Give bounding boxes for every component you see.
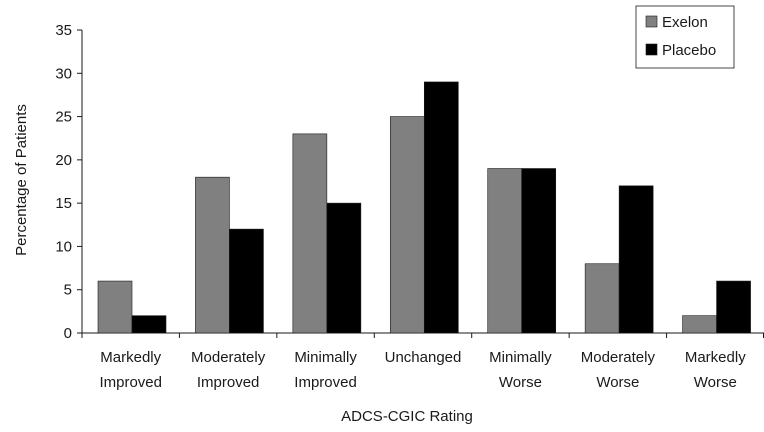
y-tick-label: 10 — [55, 238, 72, 255]
x-category-label: Minimally — [294, 349, 357, 366]
bar-placebo — [229, 228, 264, 334]
legend-swatch-placebo — [645, 43, 658, 56]
y-tick-label: 35 — [55, 22, 72, 39]
x-category-label: Moderately — [191, 349, 266, 366]
bar-exelon — [97, 280, 133, 334]
bar-placebo — [716, 280, 751, 334]
y-tick-label: 5 — [64, 282, 72, 299]
x-category-label: Markedly — [100, 349, 161, 366]
legend-label-exelon: Exelon — [662, 14, 708, 31]
bar-exelon — [195, 176, 230, 334]
x-category-label: Improved — [294, 374, 357, 391]
x-category-label: Worse — [596, 374, 639, 391]
y-tick-label: 20 — [55, 152, 72, 169]
bar-exelon — [584, 263, 620, 334]
bar-placebo — [618, 185, 654, 334]
bar-exelon — [487, 168, 523, 334]
bar-placebo — [521, 168, 557, 334]
x-category-label: Moderately — [581, 349, 656, 366]
bar-exelon — [389, 116, 425, 334]
y-tick-label: 15 — [55, 195, 72, 212]
y-tick-label: 0 — [64, 325, 72, 342]
x-category-label: Improved — [99, 374, 162, 391]
y-axis: 0 5 10 15 20 25 30 35 — [55, 22, 83, 342]
bar-placebo — [131, 315, 167, 334]
x-category-label: Minimally — [489, 349, 552, 366]
y-tick-label: 25 — [55, 109, 72, 126]
x-category-label: Unchanged — [385, 349, 462, 366]
legend-label-placebo: Placebo — [662, 42, 716, 59]
y-axis-title: Percentage of Patients — [13, 104, 30, 256]
x-axis: Markedly Improved Moderately Improved Minima… — [81, 332, 764, 391]
y-tick-label: 30 — [55, 65, 72, 82]
legend-swatch-exelon — [645, 15, 658, 28]
x-axis-title: ADCS-CGIC Rating — [341, 408, 473, 425]
x-category-label: Worse — [499, 374, 542, 391]
bar-placebo — [326, 202, 362, 334]
legend: Exelon Placebo — [635, 5, 735, 69]
bar-exelon — [292, 133, 328, 334]
x-category-label: Improved — [197, 374, 260, 391]
x-category-label: Markedly — [685, 349, 746, 366]
bar-placebo — [423, 81, 459, 334]
bar-exelon — [682, 315, 717, 334]
x-category-label: Worse — [694, 374, 737, 391]
bars — [97, 81, 751, 334]
